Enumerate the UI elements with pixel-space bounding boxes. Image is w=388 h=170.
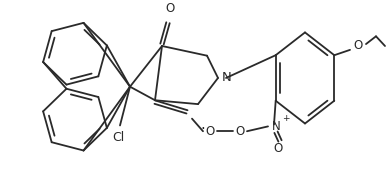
Text: ·: ·	[200, 122, 205, 137]
Text: O: O	[205, 125, 215, 138]
Text: O: O	[353, 39, 363, 53]
Text: N: N	[272, 120, 281, 133]
Text: O: O	[274, 142, 282, 155]
Text: N: N	[222, 71, 232, 84]
Text: +: +	[282, 114, 290, 123]
Text: O: O	[236, 125, 244, 138]
Text: Cl: Cl	[112, 131, 124, 143]
Text: O: O	[165, 2, 175, 15]
